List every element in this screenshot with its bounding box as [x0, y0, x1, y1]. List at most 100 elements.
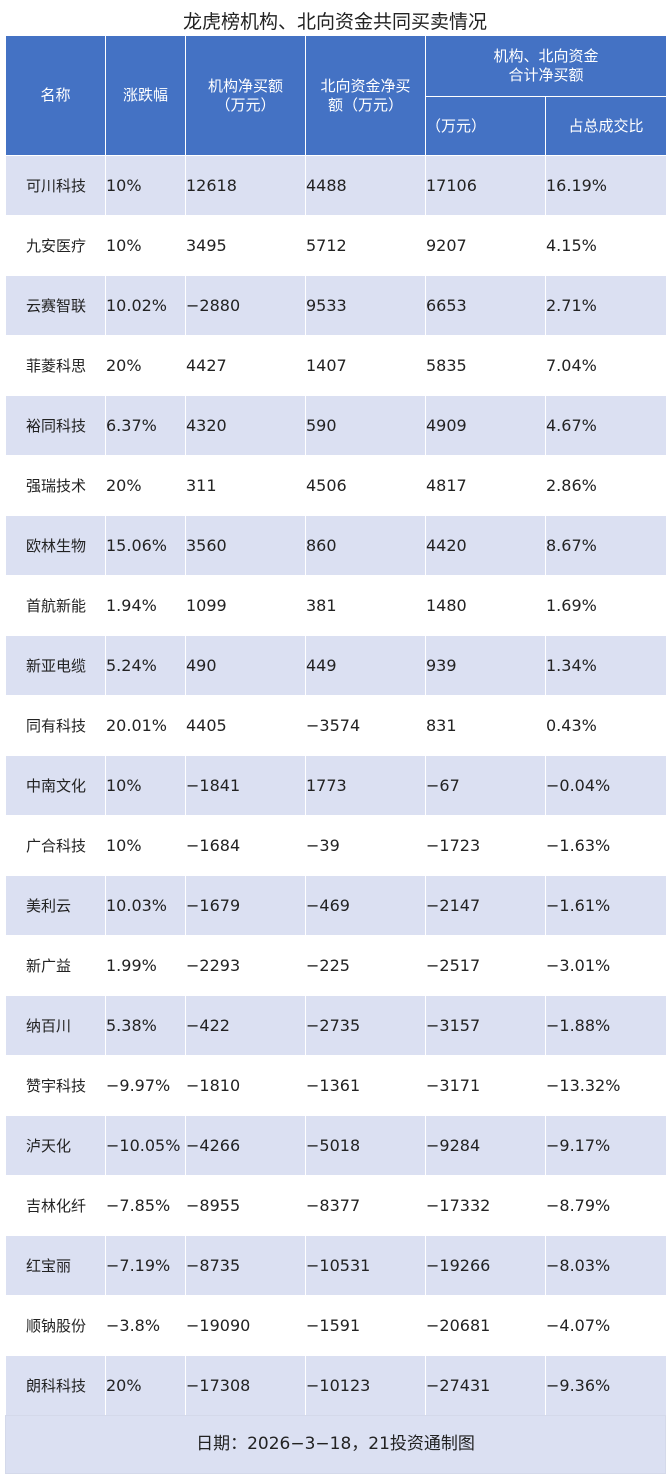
cell-north: 860	[305, 515, 426, 576]
cell-ratio: −9.17%	[544, 1115, 668, 1176]
cell-inst: −422	[185, 995, 306, 1056]
header-combined: 机构、北向资金 合计净买额	[424, 35, 668, 97]
cell-name: 九安医疗	[5, 215, 106, 276]
cell-change: 20.01%	[105, 695, 186, 756]
cell-inst: 1099	[185, 575, 306, 636]
table-row: 美利云 10.03% −1679 −469 −2147 −1.61%	[5, 875, 668, 936]
cell-name: 朗科科技	[5, 1355, 106, 1416]
cell-change: 1.94%	[105, 575, 186, 636]
cell-inst: 490	[185, 635, 306, 696]
cell-north: −2735	[305, 995, 426, 1056]
cell-inst: 4405	[185, 695, 306, 756]
cell-north: −10123	[305, 1355, 426, 1416]
table-row: 广合科技 10% −1684 −39 −1723 −1.63%	[5, 815, 668, 876]
cell-name: 中南文化	[5, 755, 106, 816]
cell-change: 5.38%	[105, 995, 186, 1056]
table-row: 菲菱科思 20% 4427 1407 5835 7.04%	[5, 335, 668, 396]
cell-total: 9207	[425, 215, 546, 276]
cell-inst: 3560	[185, 515, 306, 576]
cell-north: −225	[305, 935, 426, 996]
footer-caption: 日期：2026−3−18，21投资通制图	[5, 1415, 666, 1474]
cell-change: 20%	[105, 1355, 186, 1416]
cell-total: 4420	[425, 515, 546, 576]
cell-ratio: 16.19%	[544, 155, 668, 216]
cell-north: 9533	[305, 275, 426, 336]
cell-inst: −8955	[185, 1175, 306, 1236]
cell-north: 381	[305, 575, 426, 636]
cell-change: −7.19%	[105, 1235, 186, 1296]
cell-inst: −1841	[185, 755, 306, 816]
cell-total: −9284	[425, 1115, 546, 1176]
cell-change: 10.02%	[105, 275, 186, 336]
cell-change: −10.05%	[105, 1115, 186, 1176]
cell-ratio: −3.01%	[544, 935, 668, 996]
table-row: 中南文化 10% −1841 1773 −67 −0.04%	[5, 755, 668, 816]
cell-inst: 3495	[185, 215, 306, 276]
cell-change: 10%	[105, 215, 186, 276]
cell-name: 同有科技	[5, 695, 106, 756]
cell-name: 首航新能	[5, 575, 106, 636]
cell-ratio: 2.71%	[544, 275, 668, 336]
cell-total: 4817	[425, 455, 546, 516]
cell-total: −3157	[425, 995, 546, 1056]
cell-north: −3574	[305, 695, 426, 756]
header-change: 涨跌幅	[105, 35, 186, 156]
cell-total: −3171	[425, 1055, 546, 1116]
cell-change: −7.85%	[105, 1175, 186, 1236]
cell-ratio: 7.04%	[544, 335, 668, 396]
cell-change: 20%	[105, 455, 186, 516]
cell-inst: 12618	[185, 155, 306, 216]
cell-inst: −19090	[185, 1295, 306, 1356]
cell-change: 10.03%	[105, 875, 186, 936]
cell-inst: −2880	[185, 275, 306, 336]
table-row: 赞宇科技 −9.97% −1810 −1361 −3171 −13.32%	[5, 1055, 668, 1116]
cell-ratio: 8.67%	[544, 515, 668, 576]
cell-ratio: −1.63%	[544, 815, 668, 876]
cell-north: −39	[305, 815, 426, 876]
cell-change: 15.06%	[105, 515, 186, 576]
cell-total: −2517	[425, 935, 546, 996]
cell-change: 1.99%	[105, 935, 186, 996]
header-combined-ratio: 占总成交比	[544, 96, 668, 156]
cell-change: 6.37%	[105, 395, 186, 456]
table-header: 名称 涨跌幅 机构净买额 （万元） 北向资金净买 额（万元） 机构、北向资金 合计净买…	[5, 35, 668, 156]
cell-total: 4909	[425, 395, 546, 456]
cell-inst: −2293	[185, 935, 306, 996]
cell-name: 广合科技	[5, 815, 106, 876]
cell-name: 强瑞技术	[5, 455, 106, 516]
cell-change: 10%	[105, 155, 186, 216]
trading-table: 名称 涨跌幅 机构净买额 （万元） 北向资金净买 额（万元） 机构、北向资金 合计净买…	[5, 35, 668, 1416]
cell-north: −8377	[305, 1175, 426, 1236]
table-row: 云赛智联 10.02% −2880 9533 6653 2.71%	[5, 275, 668, 336]
cell-north: 1407	[305, 335, 426, 396]
cell-north: −1591	[305, 1295, 426, 1356]
cell-north: −1361	[305, 1055, 426, 1116]
cell-inst: −4266	[185, 1115, 306, 1176]
table-row: 顺钠股份 −3.8% −19090 −1591 −20681 −4.07%	[5, 1295, 668, 1356]
table-row: 欧林生物 15.06% 3560 860 4420 8.67%	[5, 515, 668, 576]
table-row: 新广益 1.99% −2293 −225 −2517 −3.01%	[5, 935, 668, 996]
cell-north: 5712	[305, 215, 426, 276]
cell-ratio: 0.43%	[544, 695, 668, 756]
table-row: 吉林化纤 −7.85% −8955 −8377 −17332 −8.79%	[5, 1175, 668, 1236]
table-row: 裕同科技 6.37% 4320 590 4909 4.67%	[5, 395, 668, 456]
table-row: 可川科技 10% 12618 4488 17106 16.19%	[5, 155, 668, 216]
cell-total: −20681	[425, 1295, 546, 1356]
header-combined-amount: （万元）	[425, 96, 546, 156]
table-row: 新亚电缆 5.24% 490 449 939 1.34%	[5, 635, 668, 696]
cell-name: 新广益	[5, 935, 106, 996]
table-row: 朗科科技 20% −17308 −10123 −27431 −9.36%	[5, 1355, 668, 1416]
cell-ratio: −9.36%	[544, 1355, 668, 1416]
cell-total: 1480	[425, 575, 546, 636]
table-row: 首航新能 1.94% 1099 381 1480 1.69%	[5, 575, 668, 636]
cell-name: 纳百川	[5, 995, 106, 1056]
table-row: 泸天化 −10.05% −4266 −5018 −9284 −9.17%	[5, 1115, 668, 1176]
cell-name: 顺钠股份	[5, 1295, 106, 1356]
cell-change: −3.8%	[105, 1295, 186, 1356]
table-row: 强瑞技术 20% 311 4506 4817 2.86%	[5, 455, 668, 516]
cell-total: −1723	[425, 815, 546, 876]
cell-total: 5835	[425, 335, 546, 396]
cell-name: 红宝丽	[5, 1235, 106, 1296]
cell-change: 20%	[105, 335, 186, 396]
cell-north: 449	[305, 635, 426, 696]
